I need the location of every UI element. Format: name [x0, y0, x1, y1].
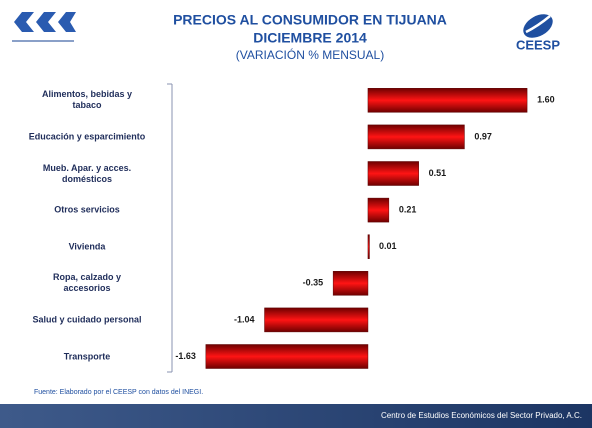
value-label: 0.01 — [379, 241, 397, 251]
category-label: Otros servicios — [54, 204, 120, 215]
category-label: Mueb. Apar. y acces. domésticos — [42, 162, 132, 184]
category-label: Ropa, calzado y accesorios — [52, 272, 122, 294]
value-label: 0.97 — [474, 131, 492, 141]
bar — [367, 197, 390, 223]
bar — [205, 344, 369, 369]
bar — [367, 161, 419, 186]
footer-text: Centro de Estudios Económicos del Sector… — [381, 411, 582, 420]
category-label: Alimentos, bebidas y tabaco — [41, 89, 133, 111]
value-label: -1.63 — [175, 351, 196, 361]
footer-bar — [0, 404, 592, 428]
value-label: 0.51 — [429, 168, 447, 178]
category-label: Transporte — [63, 351, 111, 361]
category-label: Salud y cuidado personal — [32, 314, 142, 325]
source-note: Fuente: Elaborado por el CEESP con datos… — [34, 389, 203, 396]
chart-subtitle: DICIEMBRE 2014 — [253, 30, 367, 46]
chart-title: PRECIOS AL CONSUMIDOR EN TIJUANA — [173, 12, 447, 28]
bar — [367, 234, 370, 259]
value-label: -1.04 — [234, 314, 255, 324]
bar — [332, 271, 369, 296]
bar — [264, 307, 369, 333]
value-label: 1.60 — [537, 95, 555, 105]
bar — [367, 88, 528, 113]
category-label: Vivienda — [68, 241, 106, 252]
category-label: Educación y esparcimiento — [28, 131, 146, 142]
value-label: -0.35 — [303, 278, 324, 288]
logo-text: CEESP — [516, 37, 560, 52]
value-label: 0.21 — [399, 204, 417, 214]
chart-subtitle: (VARIACIÓN % MENSUAL) — [236, 47, 384, 62]
logo-right: CEESP — [516, 14, 560, 52]
bar — [367, 124, 465, 150]
logo-left — [12, 12, 76, 42]
